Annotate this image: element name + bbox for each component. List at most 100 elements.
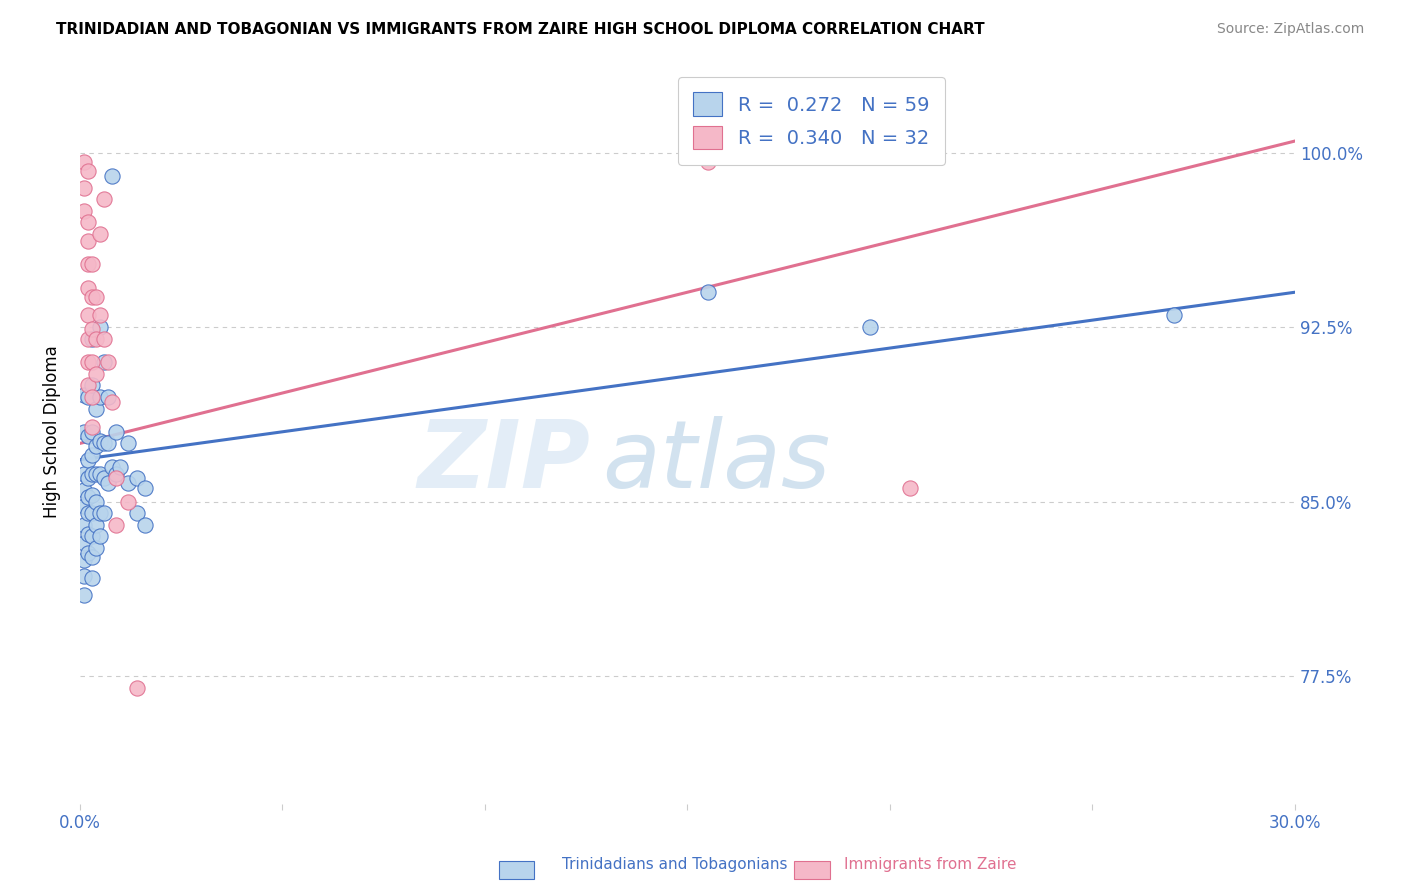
Point [93,471,115,485]
Y-axis label: High School Diploma: High School Diploma [44,345,60,518]
Point [134,517,156,532]
Point [117,436,139,450]
Point [73,483,96,497]
Point [84,494,107,508]
Point [80,425,103,439]
Point [73,500,96,514]
Point [93,355,115,369]
Point [77,257,100,271]
Point [73,203,96,218]
Point [84,439,107,453]
Point [97,436,120,450]
Point [101,394,124,409]
Point [84,367,107,381]
Point [77,378,100,392]
Point [77,164,100,178]
Point [77,309,100,323]
Point [898,481,921,495]
Point [77,429,100,443]
Point [80,290,103,304]
Point [77,390,100,404]
Point [125,506,148,520]
Point [73,517,96,532]
Point [117,475,139,490]
Point [101,169,124,183]
Point [77,527,100,541]
Point [80,529,103,543]
Point [1163,309,1185,323]
Point [80,448,103,462]
Point [77,471,100,485]
Point [89,529,111,543]
Point [89,309,111,323]
Point [77,506,100,520]
Point [73,425,96,439]
Point [84,467,107,481]
Point [89,506,111,520]
Text: ZIP: ZIP [418,416,591,508]
Point [84,332,107,346]
Point [93,436,115,450]
Point [80,355,103,369]
Point [89,467,111,481]
Point [89,227,111,241]
Point [73,387,96,401]
Point [80,467,103,481]
Legend: R =  0.272   N = 59, R =  0.340   N = 32: R = 0.272 N = 59, R = 0.340 N = 32 [678,77,945,165]
Point [859,320,882,334]
Point [105,467,128,481]
Text: Source: ZipAtlas.com: Source: ZipAtlas.com [1216,22,1364,37]
Point [73,553,96,567]
Point [89,390,111,404]
Point [80,332,103,346]
Point [93,332,115,346]
Point [80,571,103,585]
Point [134,481,156,495]
Point [125,471,148,485]
Text: atlas: atlas [602,416,831,507]
Point [84,541,107,555]
Point [696,155,718,169]
Point [97,475,120,490]
Point [110,459,132,474]
Point [84,517,107,532]
Point [73,588,96,602]
Text: TRINIDADIAN AND TOBAGONIAN VS IMMIGRANTS FROM ZAIRE HIGH SCHOOL DIPLOMA CORRELAT: TRINIDADIAN AND TOBAGONIAN VS IMMIGRANTS… [56,22,984,37]
Point [80,550,103,565]
Point [80,487,103,501]
Point [80,390,103,404]
Point [125,681,148,695]
Point [84,290,107,304]
Point [73,155,96,169]
Point [80,257,103,271]
Point [97,390,120,404]
Text: Immigrants from Zaire: Immigrants from Zaire [844,857,1017,872]
Point [89,320,111,334]
Point [77,490,100,504]
Point [117,494,139,508]
Point [80,378,103,392]
Point [105,425,128,439]
Point [77,234,100,248]
Point [73,180,96,194]
Point [73,467,96,481]
Point [73,569,96,583]
Point [77,355,100,369]
Point [97,355,120,369]
Point [105,471,128,485]
Point [105,517,128,532]
Point [73,536,96,550]
Point [89,434,111,449]
Point [80,420,103,434]
Point [696,285,718,300]
Point [77,215,100,229]
Point [77,452,100,467]
Point [93,192,115,206]
Point [77,332,100,346]
Point [77,546,100,560]
Text: Trinidadians and Tobagonians: Trinidadians and Tobagonians [562,857,787,872]
Point [80,506,103,520]
Point [101,459,124,474]
Point [80,322,103,336]
Point [93,506,115,520]
